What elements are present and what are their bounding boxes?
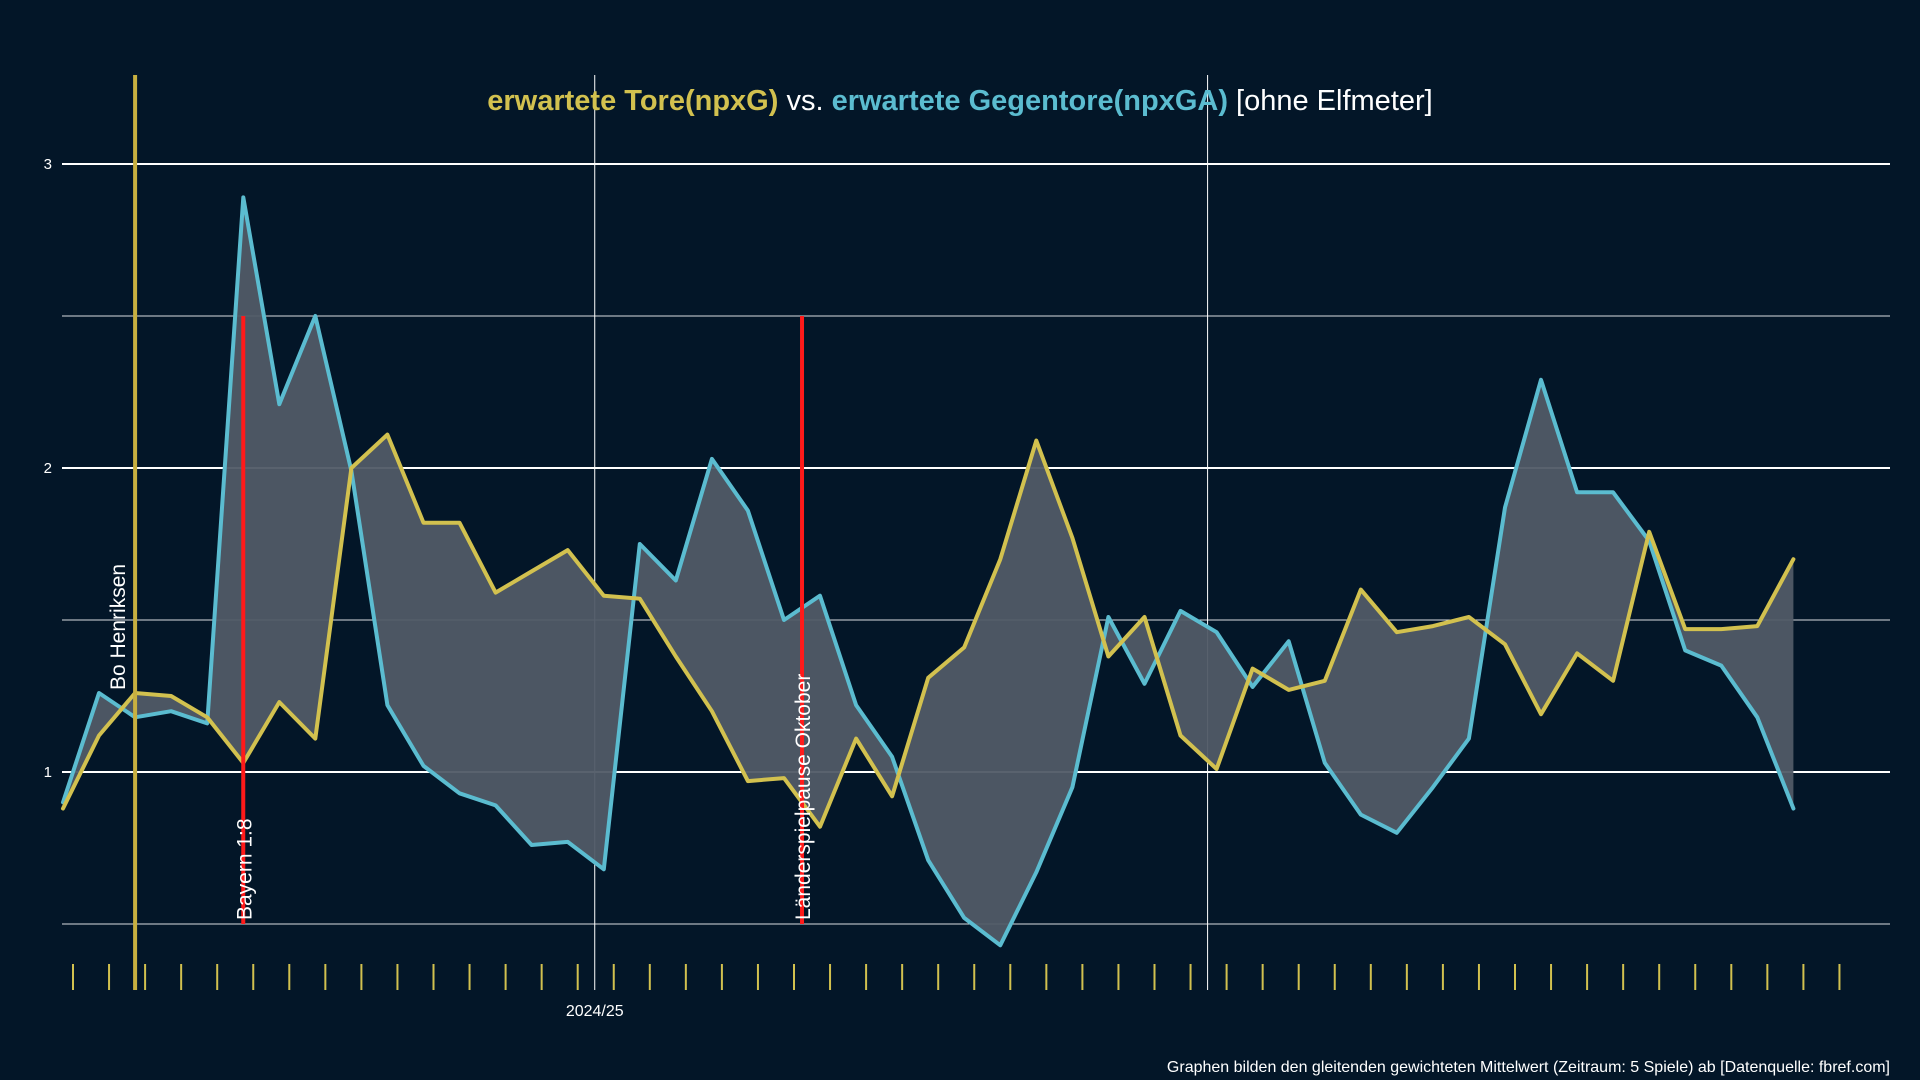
event-label: Länderspielpause Oktober bbox=[792, 674, 815, 920]
series-lines bbox=[61, 195, 1796, 948]
season-label: 2024/25 bbox=[566, 1003, 624, 1020]
y-axis-labels: 1 2 3 bbox=[44, 156, 52, 781]
line-npxg bbox=[61, 432, 1796, 829]
y-tick-label: 3 bbox=[44, 156, 52, 173]
chart-caption: Graphen bilden den gleitenden gewichtete… bbox=[1167, 1059, 1890, 1076]
y-tick-label: 1 bbox=[44, 764, 52, 781]
difference-fill bbox=[63, 197, 1794, 946]
title-vs: vs. bbox=[778, 85, 831, 117]
y-tick-label: 2 bbox=[44, 460, 52, 477]
annotation-lines: Bo Henriksen Bayern 1:8 Länderspielpause O… bbox=[107, 75, 815, 990]
title-npxga: erwartete Gegentore(npxGA) bbox=[832, 85, 1228, 117]
coach-change-label: Bo Henriksen bbox=[107, 564, 130, 690]
difference-area bbox=[63, 197, 1794, 946]
event-label: Bayern 1:8 bbox=[233, 818, 256, 920]
title-suffix: [ohne Elfmeter] bbox=[1228, 85, 1433, 117]
x-axis-ticks bbox=[72, 964, 1841, 990]
chart-title: erwartete Tore(npxG) vs. erwartete Gegen… bbox=[487, 85, 1432, 117]
title-npxg: erwartete Tore(npxG) bbox=[487, 85, 778, 117]
